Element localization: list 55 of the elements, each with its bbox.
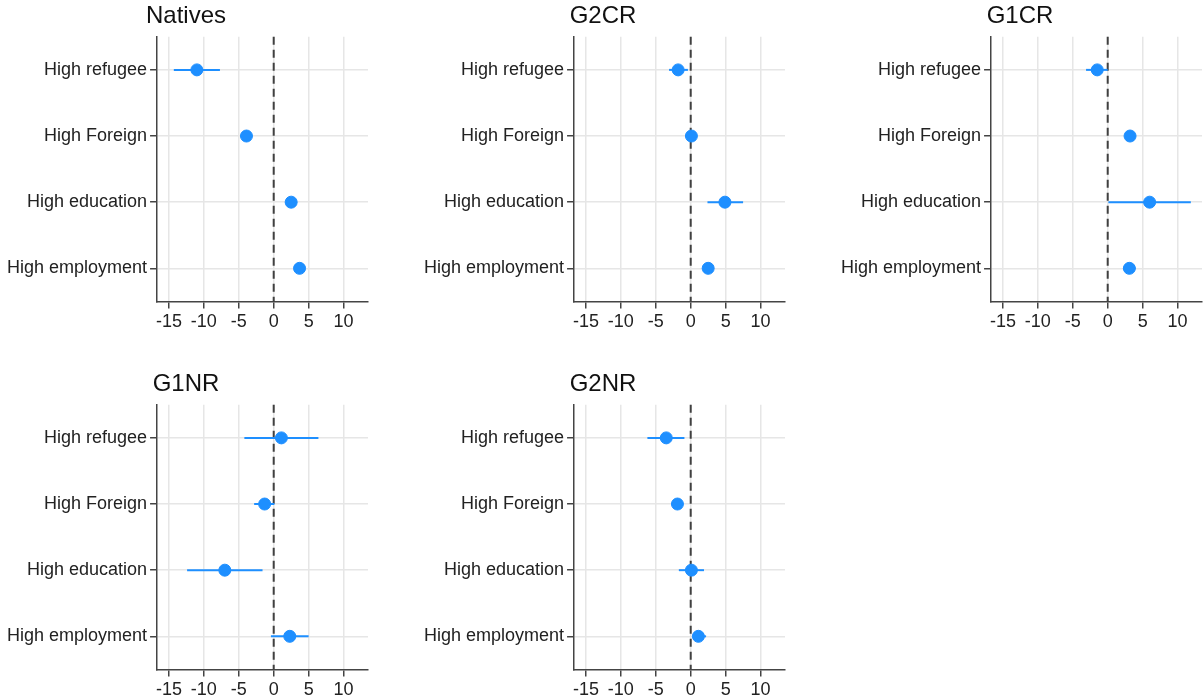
x-tick-label: -10	[190, 679, 217, 700]
y-tick-label: High refugee	[460, 426, 565, 447]
x-tick-label: -15	[572, 311, 599, 332]
x-tick-label: -5	[647, 311, 664, 332]
x-tick-label: 5	[303, 311, 314, 332]
chart-title: Natives	[145, 1, 227, 29]
x-tick-label: 5	[720, 311, 731, 332]
y-tick-label: High Foreign	[44, 492, 148, 513]
chart-title: G2NR	[569, 369, 637, 397]
x-tick-label: -15	[155, 679, 182, 700]
chart-title: G2CR	[569, 1, 637, 29]
x-tick-label: -5	[230, 679, 247, 700]
x-tick-label: 0	[685, 311, 696, 332]
x-tick-label: 10	[750, 679, 771, 700]
y-tick-label: High Foreign	[461, 492, 565, 513]
x-tick-label: 10	[750, 311, 771, 332]
x-tick-label: -10	[607, 679, 634, 700]
x-tick-label: 5	[303, 679, 314, 700]
x-tick-label: -15	[155, 311, 182, 332]
y-tick-label: High Foreign	[461, 124, 565, 145]
x-tick-label: 0	[1102, 311, 1113, 332]
y-tick-label: High education	[26, 191, 148, 212]
x-tick-label: 0	[268, 679, 279, 700]
x-tick-label: -15	[572, 679, 599, 700]
y-tick-label: High Foreign	[878, 124, 982, 145]
y-tick-label: High employment	[7, 625, 148, 646]
y-tick-label: High employment	[424, 257, 565, 278]
x-tick-label: 5	[1137, 311, 1148, 332]
x-tick-label: 10	[333, 679, 354, 700]
y-tick-label: High employment	[424, 625, 565, 646]
chart-title: G1CR	[986, 1, 1054, 29]
x-tick-label: 5	[720, 679, 731, 700]
x-tick-label: 0	[685, 679, 696, 700]
y-tick-label: High employment	[7, 257, 148, 278]
x-tick-label: -5	[1064, 311, 1081, 332]
y-tick-label: High education	[26, 559, 148, 580]
y-tick-label: High education	[443, 559, 565, 580]
x-tick-label: -5	[230, 311, 247, 332]
y-tick-label: High refugee	[43, 58, 148, 79]
x-tick-label: 0	[268, 311, 279, 332]
x-tick-label: -5	[647, 679, 664, 700]
y-tick-label: High employment	[841, 257, 982, 278]
y-tick-label: High refugee	[43, 426, 148, 447]
x-tick-label: -15	[989, 311, 1016, 332]
x-tick-label: -10	[607, 311, 634, 332]
x-tick-label: -10	[1024, 311, 1051, 332]
y-tick-label: High refugee	[877, 58, 982, 79]
y-tick-label: High education	[443, 191, 565, 212]
x-tick-label: -10	[190, 311, 217, 332]
x-tick-label: 10	[333, 311, 354, 332]
chart-title: G1NR	[152, 369, 220, 397]
y-tick-label: High education	[860, 191, 982, 212]
y-tick-label: High Foreign	[44, 124, 148, 145]
x-tick-label: 10	[1167, 311, 1188, 332]
y-tick-label: High refugee	[460, 58, 565, 79]
